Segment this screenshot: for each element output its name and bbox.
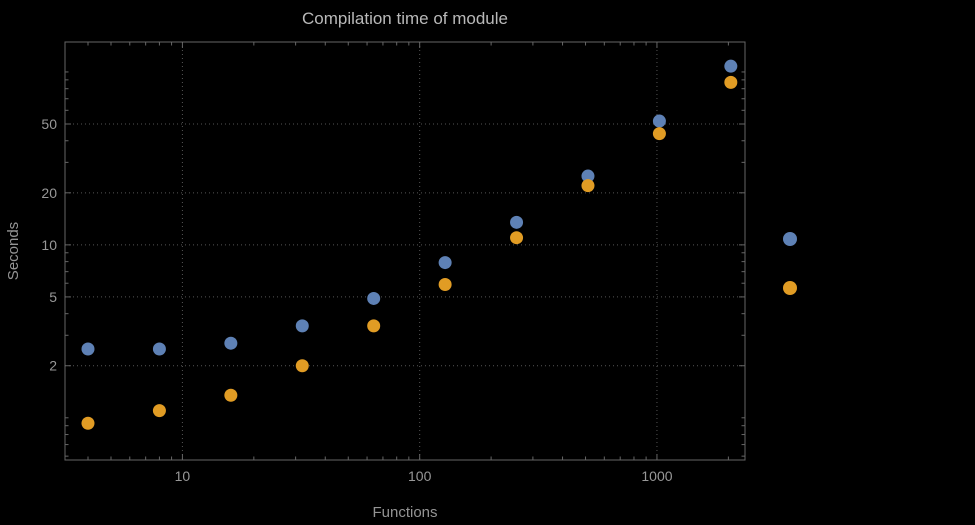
data-point <box>438 256 452 270</box>
y-axis-label: Seconds <box>5 222 22 280</box>
x-tick-label: 10 <box>175 468 191 484</box>
data-point <box>652 127 666 141</box>
y-tick-label: 20 <box>41 185 57 201</box>
data-point <box>81 342 95 356</box>
data-point <box>652 114 666 128</box>
data-point <box>224 336 238 350</box>
data-point <box>152 404 166 418</box>
y-tick-label: 10 <box>41 237 57 253</box>
legend-marker <box>783 232 797 246</box>
data-point <box>367 319 381 333</box>
legend-marker <box>783 281 797 295</box>
data-point <box>724 59 738 73</box>
legend <box>783 232 797 295</box>
chart-title: Compilation time of module <box>302 9 508 28</box>
data-point <box>581 169 595 183</box>
y-tick-label: 2 <box>49 358 57 374</box>
data-point <box>295 359 309 373</box>
data-point <box>224 388 238 402</box>
data-point <box>295 319 309 333</box>
data-point <box>81 416 95 430</box>
y-tick-label: 5 <box>49 289 57 305</box>
data-point <box>510 231 524 245</box>
data-points-layer <box>81 59 738 430</box>
x-tick-label: 100 <box>408 468 432 484</box>
grid-layer <box>65 42 745 460</box>
data-point <box>152 342 166 356</box>
tick-layer: 10 100 1000 2 5 10 20 50 <box>41 42 745 484</box>
data-point <box>724 75 738 89</box>
x-axis-label: Functions <box>372 504 437 521</box>
data-point <box>510 215 524 229</box>
data-point <box>581 179 595 193</box>
plot-frame <box>64 41 746 461</box>
data-point <box>367 291 381 305</box>
y-tick-label: 50 <box>41 116 57 132</box>
data-point <box>438 277 452 291</box>
x-tick-label: 1000 <box>641 468 672 484</box>
